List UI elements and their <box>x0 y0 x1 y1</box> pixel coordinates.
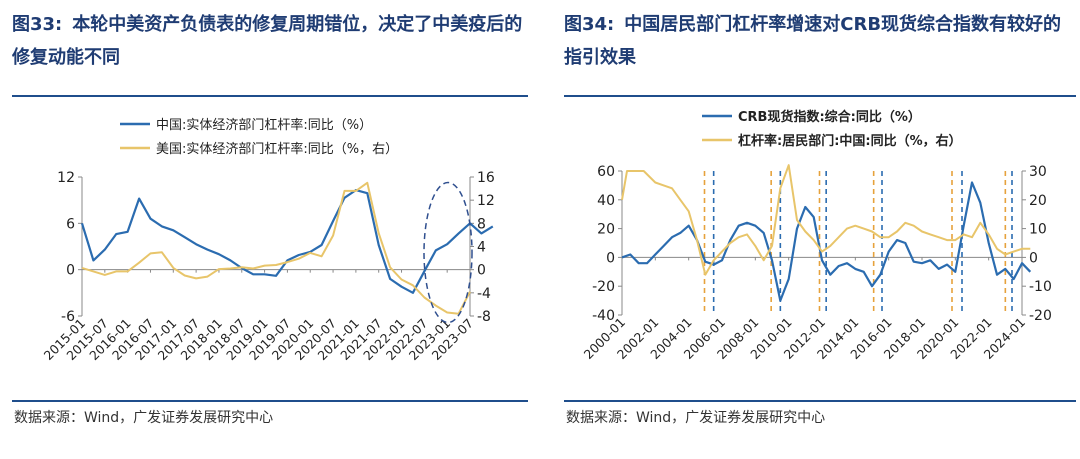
series-line-primary <box>621 181 1032 302</box>
right-tick-label: 12 <box>477 193 495 209</box>
series-line-primary <box>80 188 494 294</box>
figure-33-chart: -60612-8-404812162015-012015-072016-0120… <box>41 117 495 363</box>
figure-34-bottom-rule <box>564 400 1076 402</box>
figure-34-number: 图34: <box>564 14 615 35</box>
right-tick-label: 0 <box>477 263 486 279</box>
legend-label: 中国:实体经济部门杠杆率:同比（%） <box>156 117 372 133</box>
left-tick-label: -20 <box>592 279 615 295</box>
figure-33-title-text: 本轮中美资产负债表的修复周期错位，决定了中美疫后的修复动能不同 <box>12 14 523 68</box>
right-tick-label: -20 <box>1029 308 1052 324</box>
figure-33-source: 数据来源：Wind，广发证券发展研究中心 <box>14 410 274 426</box>
right-tick-label: 30 <box>1029 164 1047 180</box>
series-line-secondary <box>81 181 471 315</box>
left-tick-label: 0 <box>66 263 75 279</box>
right-tick-label: -8 <box>477 309 491 325</box>
figure-34-source: 数据来源：Wind，广发证券发展研究中心 <box>566 410 826 426</box>
figure-34-panel: 图34: 中国居民部门杠杆率增速对CRB现货综合指数有较好的指引效果 -40 -20… <box>552 0 1080 459</box>
legend-label: 杠杆率:居民部门:中国:同比（%，右） <box>738 133 962 149</box>
figure-33-panel: 图33: 本轮中美资产负债表的修复周期错位，决定了中美疫后的修复动能不同 -6 0 6… <box>12 8 528 426</box>
series-line-secondary <box>621 164 1031 276</box>
left-tick-label: 0 <box>606 250 615 266</box>
right-tick-label: 16 <box>477 170 495 186</box>
right-tick-label: -10 <box>1029 279 1052 295</box>
right-tick-label: 10 <box>1029 222 1047 238</box>
figure-33-number: 图33: <box>12 14 63 35</box>
highlight-ellipse <box>423 181 473 324</box>
figure-33-top-rule <box>12 95 528 97</box>
left-tick-label: -40 <box>592 308 615 324</box>
figure-34-chart: -40-200204060-20-1001020302000-012002-01… <box>581 109 1052 362</box>
figure-34-top-rule <box>564 95 1076 97</box>
right-tick-label: 8 <box>477 216 486 232</box>
left-tick-label: 20 <box>597 222 615 238</box>
legend-label: CRB现货指数:综合:同比（%） <box>738 109 921 125</box>
figure-34-title: 图34: 中国居民部门杠杆率增速对CRB现货综合指数有较好的指引效果 <box>564 8 1079 74</box>
figure-34-title-text: 中国居民部门杠杆率增速对CRB现货综合指数有较好的指引效果 <box>564 14 1062 68</box>
left-tick-label: 40 <box>597 193 615 209</box>
left-tick-label: 12 <box>57 170 75 186</box>
left-tick-label: 6 <box>66 216 75 232</box>
left-tick-label: -6 <box>61 309 75 325</box>
left-tick-label: 60 <box>597 164 615 180</box>
right-tick-label: 0 <box>1029 250 1038 266</box>
figure-33-title: 图33: 本轮中美资产负债表的修复周期错位，决定了中美疫后的修复动能不同 <box>12 8 527 74</box>
right-tick-label: 4 <box>477 240 486 256</box>
right-tick-label: 20 <box>1029 193 1047 209</box>
legend-label: 美国:实体经济部门杠杆率:同比（%，右） <box>156 141 398 157</box>
figure-33-bottom-rule <box>12 400 528 402</box>
right-tick-label: -4 <box>477 286 491 302</box>
